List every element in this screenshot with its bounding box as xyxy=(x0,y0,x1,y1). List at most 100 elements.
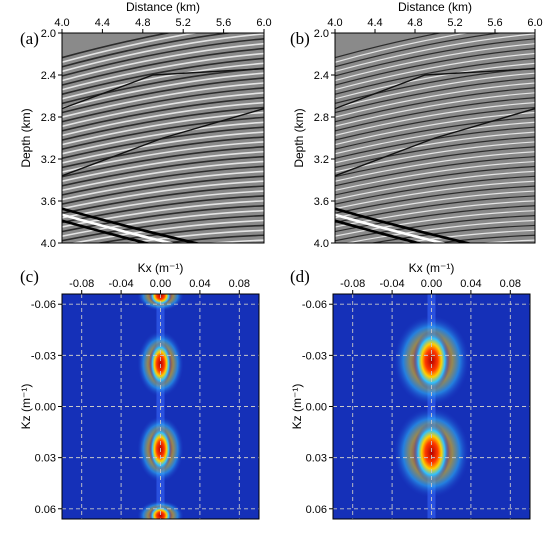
x-tick-label: -0.08 xyxy=(340,278,365,290)
reflector-line xyxy=(335,97,535,132)
reflector-line xyxy=(62,136,264,169)
y-axis-label: Depth (km) xyxy=(19,108,33,167)
strong-reflector xyxy=(335,213,448,243)
x-tick-label: 4.4 xyxy=(367,17,382,29)
y-axis-label: Kz (m⁻¹) xyxy=(290,384,304,430)
reflector-line xyxy=(335,200,535,228)
strong-reflector xyxy=(335,219,424,243)
y-tick-label: 0.03 xyxy=(306,453,327,465)
reflector-line xyxy=(335,106,535,141)
reflector-line xyxy=(343,219,535,243)
reflector-line xyxy=(335,33,443,59)
reflector-line xyxy=(335,175,535,205)
x-tick-label: 5.2 xyxy=(447,17,462,29)
x-axis-label: Distance (km) xyxy=(126,0,200,14)
reflector-line xyxy=(62,106,264,141)
x-tick-label: 0.08 xyxy=(500,278,521,290)
y-tick-label: -0.06 xyxy=(302,299,327,311)
reflector-line xyxy=(62,200,264,228)
y-tick-label: -0.03 xyxy=(302,350,327,362)
strong-reflector xyxy=(62,219,152,243)
reflector-line xyxy=(335,146,535,178)
reflector-line xyxy=(62,33,173,59)
y-tick-label: 2.4 xyxy=(314,70,329,82)
reflector-line xyxy=(478,239,535,243)
y-tick-label: 4.0 xyxy=(41,238,56,250)
reflector-line xyxy=(335,43,535,82)
reflector-line xyxy=(62,33,264,73)
reflector-line xyxy=(335,156,535,187)
reflector-line xyxy=(335,52,535,91)
plot-frame xyxy=(334,32,536,244)
x-axis-label: Distance (km) xyxy=(398,0,472,14)
reflector-line xyxy=(335,185,535,214)
fault-line xyxy=(62,68,264,110)
strong-reflector xyxy=(62,213,176,243)
x-tick-label: 0.08 xyxy=(229,278,250,290)
x-tick-label: 4.0 xyxy=(327,17,342,29)
fault-line xyxy=(62,107,264,177)
panel-d: (d) -0.08 -0.04 0.00 0.04 0.08 -0.06 -0.03 0.00 0… xyxy=(290,261,531,520)
reflector-line xyxy=(335,38,535,77)
reflector-line xyxy=(335,215,535,242)
x-tick-label: 0.04 xyxy=(460,278,481,290)
energy-lobe xyxy=(149,341,172,386)
reflector-line xyxy=(335,210,535,237)
x-tick-label: 4.8 xyxy=(407,17,422,29)
x-tick-label: 5.6 xyxy=(216,17,231,29)
reflector-line xyxy=(335,77,535,114)
energy-lobe xyxy=(413,422,450,483)
reflector-line xyxy=(335,151,535,182)
panel-label: (d) xyxy=(290,267,310,286)
reflector-line xyxy=(69,219,264,243)
reflector-line xyxy=(62,185,264,215)
reflector-line xyxy=(62,126,264,160)
x-tick-label: 4.0 xyxy=(54,17,69,29)
reflector-line xyxy=(62,150,264,183)
reflector-line xyxy=(62,214,264,242)
reflector-line xyxy=(335,33,535,72)
energy-lobe xyxy=(149,294,172,306)
reflector-line xyxy=(335,62,535,100)
x-axis-label: Kx (m⁻¹) xyxy=(138,261,184,275)
reflector-line xyxy=(398,229,535,243)
plot-area xyxy=(333,294,530,519)
panel-c: (c) -0.08 -0.04 0.00 0.04 0.08 -0.06 -0.03 0.00 0… xyxy=(19,261,260,520)
reflector-line xyxy=(95,224,264,243)
reflector-line xyxy=(62,165,264,196)
reflector-line xyxy=(62,96,264,132)
reflector-line xyxy=(62,33,200,64)
y-tick-label: 3.6 xyxy=(41,196,56,208)
reflector-line xyxy=(62,38,264,77)
reflector-line xyxy=(335,72,535,109)
reflector-line xyxy=(335,57,535,95)
panel-a: (a) 4.0 4.4 4.8 5.2 5.6 6.0 2.0 2.4 2.8 3.2 3.6 4.0 D… xyxy=(19,0,272,250)
y-tick-label: 0.06 xyxy=(306,504,327,516)
reflector-line xyxy=(335,136,535,169)
reflector-line xyxy=(62,82,264,118)
reflector-line xyxy=(62,47,264,86)
reflector-line xyxy=(62,101,264,137)
reflector-line xyxy=(62,195,264,224)
reflector-line xyxy=(335,82,535,118)
reflector-line xyxy=(369,224,535,243)
reflector-line xyxy=(62,160,264,192)
reflector-line xyxy=(62,77,264,114)
reflector-line xyxy=(62,121,264,155)
reflector-line xyxy=(335,33,504,68)
reflector-line xyxy=(204,239,264,243)
reflector-line xyxy=(62,209,264,237)
reflector-line xyxy=(335,126,535,159)
reflector-line xyxy=(62,146,264,178)
panel-b: (b) 4.0 4.4 4.8 5.2 5.6 6.0 2.0 2.4 2.8 3.2 3.6 4.0 D… xyxy=(290,0,543,250)
reflector-line xyxy=(124,229,264,243)
reflector-line xyxy=(335,92,535,127)
x-tick-label: 4.4 xyxy=(95,17,110,29)
reflector-line xyxy=(62,42,264,82)
strong-reflector xyxy=(62,207,201,243)
strong-reflector xyxy=(335,207,473,243)
y-tick-label: 4.0 xyxy=(314,238,329,250)
y-tick-label: 2.8 xyxy=(41,112,56,124)
